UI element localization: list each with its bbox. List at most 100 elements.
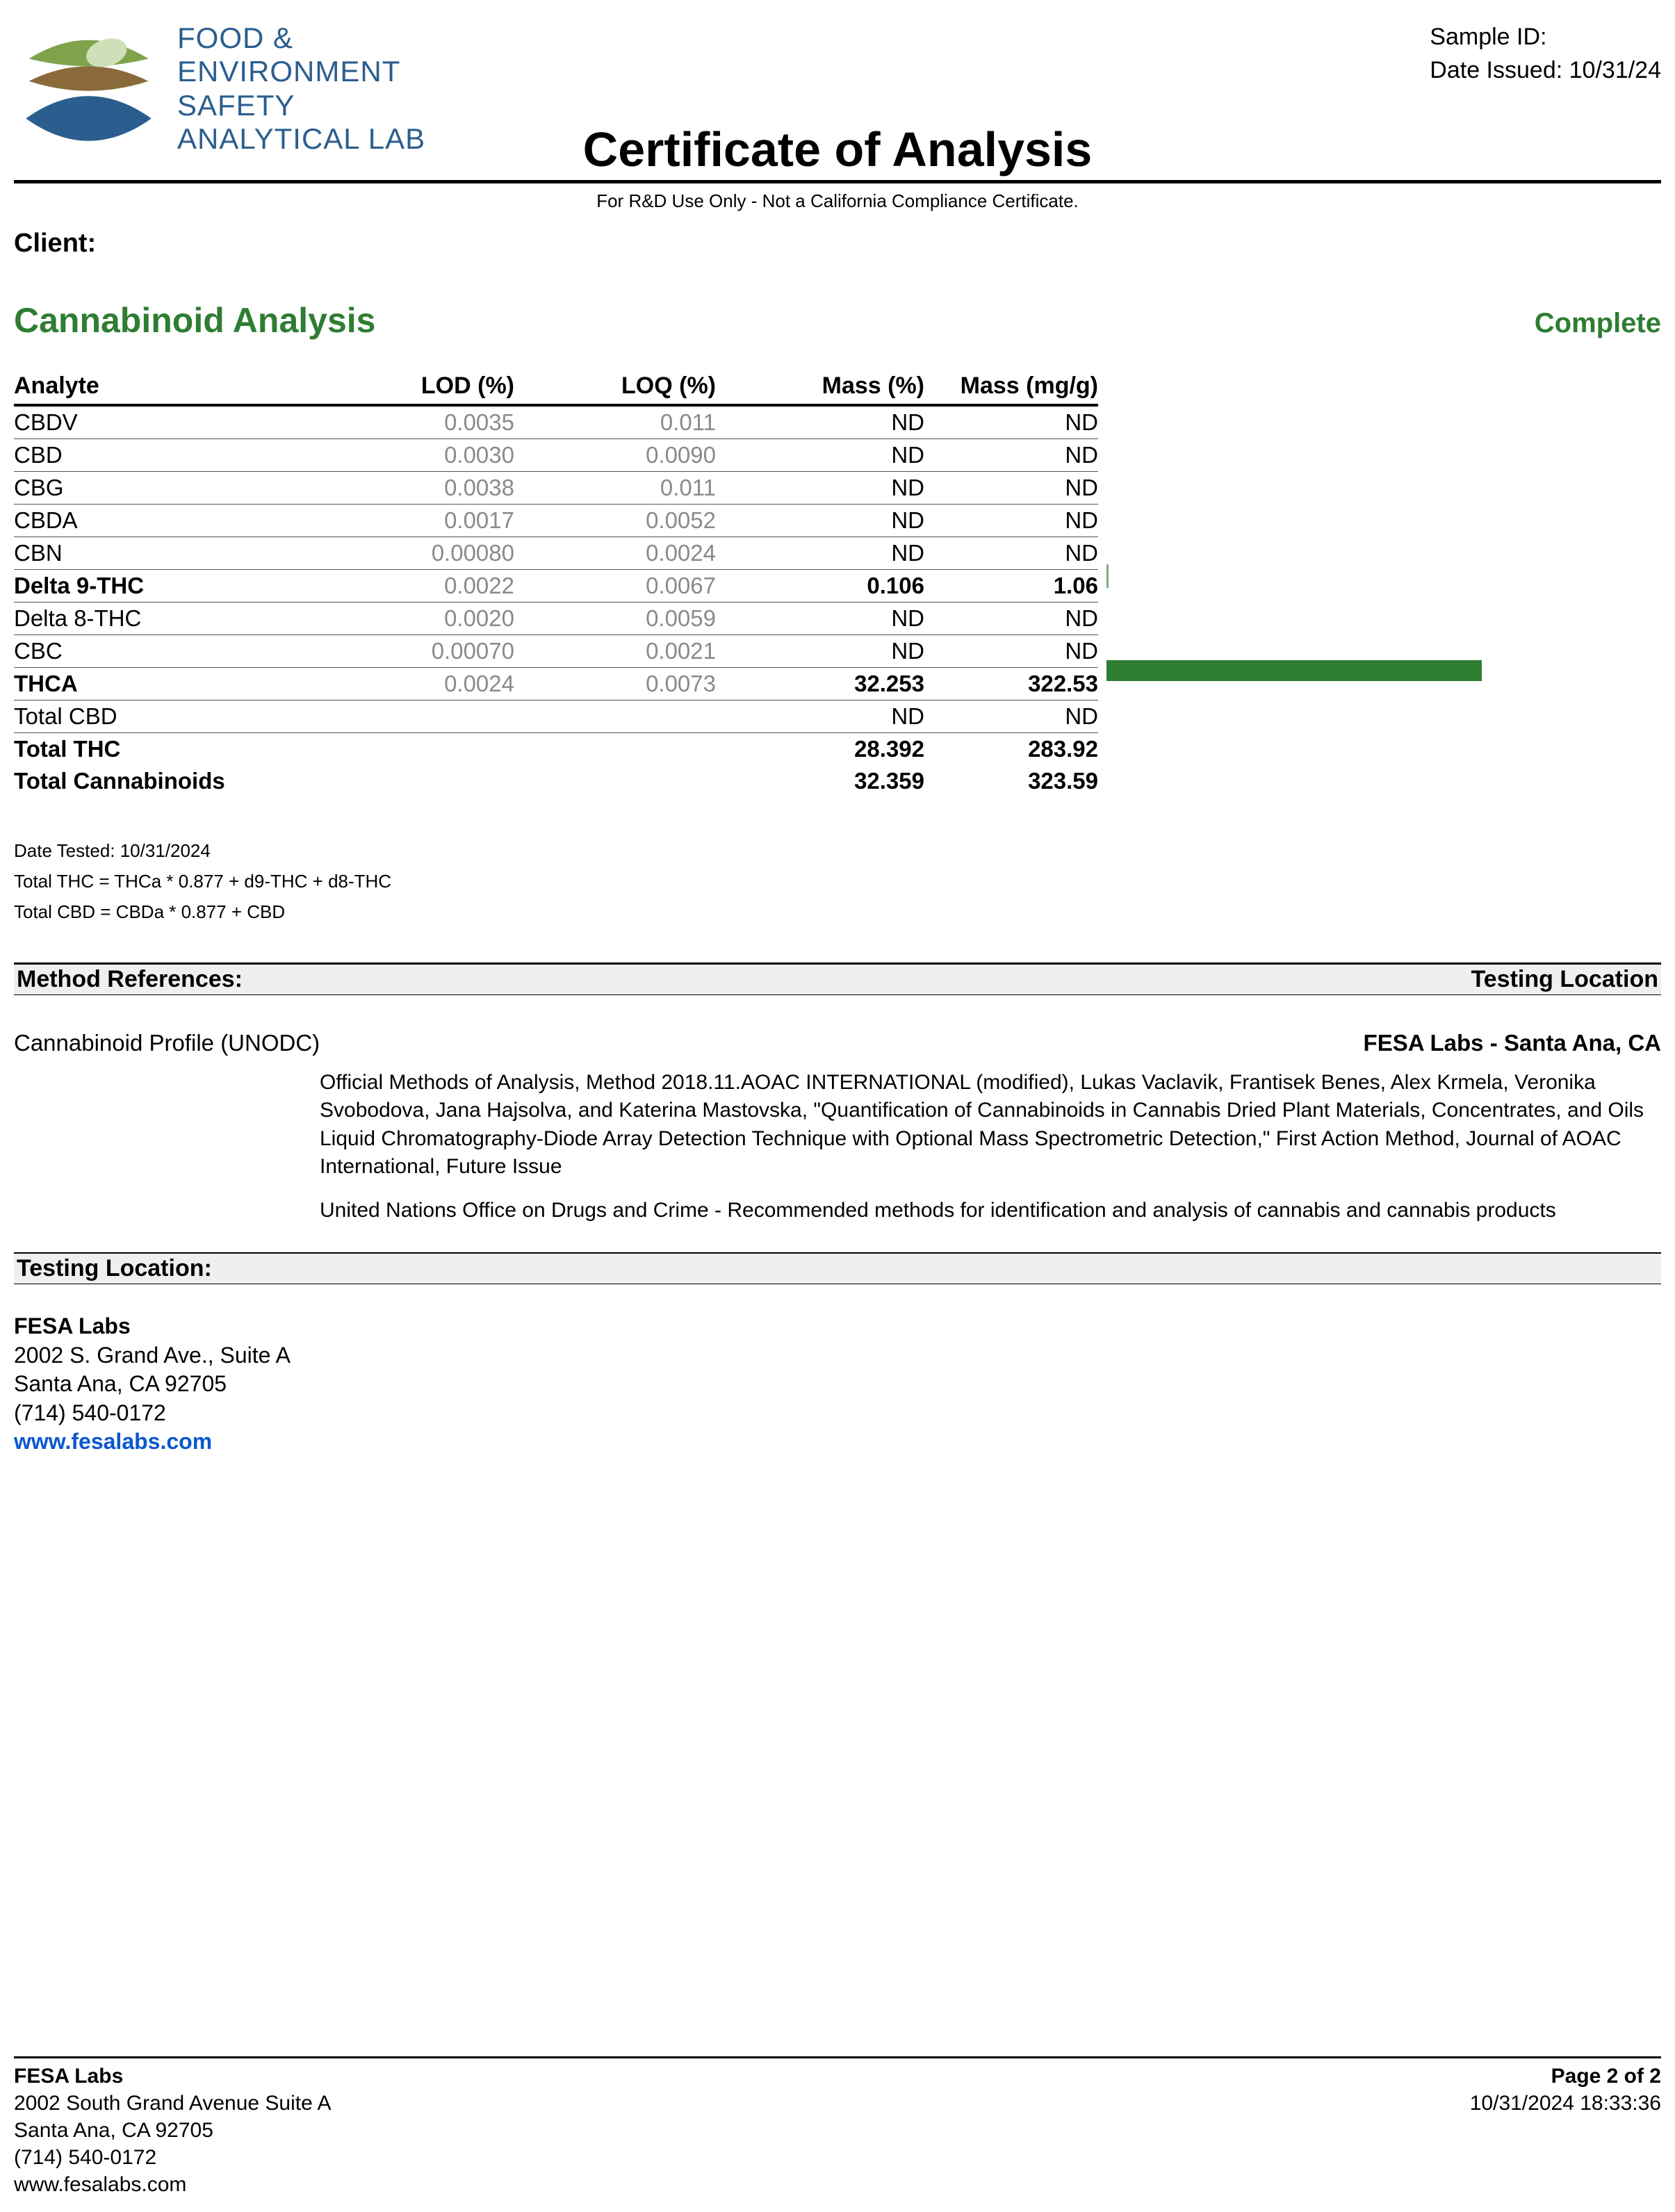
page-footer: FESA Labs 2002 South Grand Avenue Suite …: [14, 2054, 1661, 2198]
bar-row: [1098, 688, 1661, 720]
footnote-total-thc: Total THC = THCa * 0.877 + d9-THC + d8-T…: [14, 866, 1661, 896]
table-row: CBD0.00300.0090NDND: [14, 439, 1098, 472]
band-left: Method References:: [17, 966, 243, 993]
cell-mass-mgg: ND: [924, 537, 1098, 570]
cell-loq: [514, 765, 716, 797]
cell-lod: 0.0020: [278, 603, 514, 635]
table-row: Delta 9-THC0.00220.00670.1061.06: [14, 570, 1098, 603]
logo-line-2: ENVIRONMENT: [177, 55, 425, 88]
logo-line-3: SAFETY: [177, 89, 425, 122]
logo-block: FOOD & ENVIRONMENT SAFETY ANALYTICAL LAB: [14, 14, 425, 163]
cell-lod: 0.0024: [278, 668, 514, 701]
cell-mass-mgg: 1.06: [924, 570, 1098, 603]
bar-row: [1098, 719, 1661, 751]
cell-loq: 0.0073: [514, 668, 716, 701]
cell-mass-pct: ND: [716, 635, 924, 668]
cell-lod: 0.0030: [278, 439, 514, 472]
cell-lod: 0.00080: [278, 537, 514, 570]
bar-row: [1098, 656, 1661, 688]
footer-url: www.fesalabs.com: [14, 2171, 331, 2198]
table-row: CBDV0.00350.011NDND: [14, 405, 1098, 439]
cell-analyte: THCA: [14, 668, 278, 701]
cell-mass-pct: ND: [716, 405, 924, 439]
footer-addr1: 2002 South Grand Avenue Suite A: [14, 2090, 331, 2117]
band-right: Testing Location: [1471, 966, 1658, 993]
bar-row: [1098, 403, 1661, 435]
cell-loq: [514, 701, 716, 733]
lab-name: FESA Labs: [14, 1312, 1661, 1341]
date-issued-label: Date Issued:: [1430, 57, 1569, 83]
th-lod: LOD (%): [278, 368, 514, 405]
cell-analyte: Total THC: [14, 733, 278, 766]
footer-lab-name: FESA Labs: [14, 2063, 331, 2090]
table-row: CBDA0.00170.0052NDND: [14, 505, 1098, 537]
method-body-p2: United Nations Office on Drugs and Crime…: [320, 1197, 1661, 1225]
lab-url[interactable]: www.fesalabs.com: [14, 1427, 1661, 1457]
th-mass-mgg: Mass (mg/g): [924, 368, 1098, 405]
bar-fill: [1106, 660, 1482, 681]
bar-row: [1098, 625, 1661, 657]
cell-mass-mgg: ND: [924, 603, 1098, 635]
method-body-p1: Official Methods of Analysis, Method 201…: [320, 1069, 1661, 1181]
footer-page: Page 2 of 2: [1470, 2063, 1661, 2090]
section-header: Cannabinoid Analysis Complete: [14, 300, 1661, 341]
table-row: Delta 8-THC0.00200.0059NDND: [14, 603, 1098, 635]
cell-analyte: Delta 8-THC: [14, 603, 278, 635]
cell-mass-pct: ND: [716, 701, 924, 733]
cell-lod: 0.0022: [278, 570, 514, 603]
cell-lod: [278, 733, 514, 766]
lab-addr2: Santa Ana, CA 92705: [14, 1370, 1661, 1399]
cell-lod: [278, 701, 514, 733]
analyte-table: Analyte LOD (%) LOQ (%) Mass (%) Mass (m…: [14, 368, 1098, 797]
cell-analyte: CBN: [14, 537, 278, 570]
cell-loq: [514, 733, 716, 766]
client-label: Client:: [14, 229, 1661, 259]
cell-lod: 0.0038: [278, 472, 514, 505]
cell-loq: 0.0024: [514, 537, 716, 570]
testing-location-block: FESA Labs 2002 S. Grand Ave., Suite A Sa…: [14, 1312, 1661, 1457]
table-row: CBG0.00380.011NDND: [14, 472, 1098, 505]
cell-lod: 0.0035: [278, 405, 514, 439]
cell-mass-pct: ND: [716, 505, 924, 537]
bar-row: [1098, 530, 1661, 562]
th-loq: LOQ (%): [514, 368, 716, 405]
bar-row: [1098, 498, 1661, 530]
footer-right: Page 2 of 2 10/31/2024 18:33:36: [1470, 2063, 1661, 2198]
logo-text: FOOD & ENVIRONMENT SAFETY ANALYTICAL LAB: [177, 22, 425, 156]
method-profile: Cannabinoid Profile (UNODC): [14, 1030, 320, 1056]
footnote-total-cbd: Total CBD = CBDa * 0.877 + CBD: [14, 896, 1661, 927]
footer-phone: (714) 540-0172: [14, 2144, 331, 2171]
cell-mass-mgg: 323.59: [924, 765, 1098, 797]
testing-location-band: Testing Location:: [14, 1252, 1661, 1284]
cell-loq: 0.0059: [514, 603, 716, 635]
cell-mass-mgg: ND: [924, 405, 1098, 439]
cell-loq: 0.0052: [514, 505, 716, 537]
table-row: CBN0.000800.0024NDND: [14, 537, 1098, 570]
cell-analyte: Delta 9-THC: [14, 570, 278, 603]
date-issued: Date Issued: 10/31/24: [1430, 54, 1661, 88]
th-analyte: Analyte: [14, 368, 278, 405]
analyte-area: Analyte LOD (%) LOQ (%) Mass (%) Mass (m…: [14, 368, 1661, 797]
cell-mass-mgg: ND: [924, 701, 1098, 733]
th-mass-pct: Mass (%): [716, 368, 924, 405]
lab-phone: (714) 540-0172: [14, 1399, 1661, 1428]
table-total-row: Total Cannabinoids32.359323.59: [14, 765, 1098, 797]
cell-loq: 0.0067: [514, 570, 716, 603]
sample-id-label: Sample ID:: [1430, 21, 1661, 54]
cell-mass-pct: 28.392: [716, 733, 924, 766]
cell-mass-pct: ND: [716, 537, 924, 570]
cell-mass-mgg: ND: [924, 505, 1098, 537]
cell-loq: 0.011: [514, 405, 716, 439]
section-status: Complete: [1535, 308, 1661, 339]
cell-mass-mgg: ND: [924, 472, 1098, 505]
cell-mass-pct: ND: [716, 439, 924, 472]
table-row: Total THC28.392283.92: [14, 733, 1098, 766]
cell-mass-pct: ND: [716, 472, 924, 505]
sample-info: Sample ID: Date Issued: 10/31/24: [1430, 14, 1661, 87]
cell-mass-pct: 32.359: [716, 765, 924, 797]
footer-divider: [14, 2056, 1661, 2058]
date-issued-value: 10/31/24: [1569, 57, 1661, 83]
table-row: THCA0.00240.007332.253322.53: [14, 668, 1098, 701]
logo-line-1: FOOD &: [177, 22, 425, 55]
cell-loq: 0.0090: [514, 439, 716, 472]
